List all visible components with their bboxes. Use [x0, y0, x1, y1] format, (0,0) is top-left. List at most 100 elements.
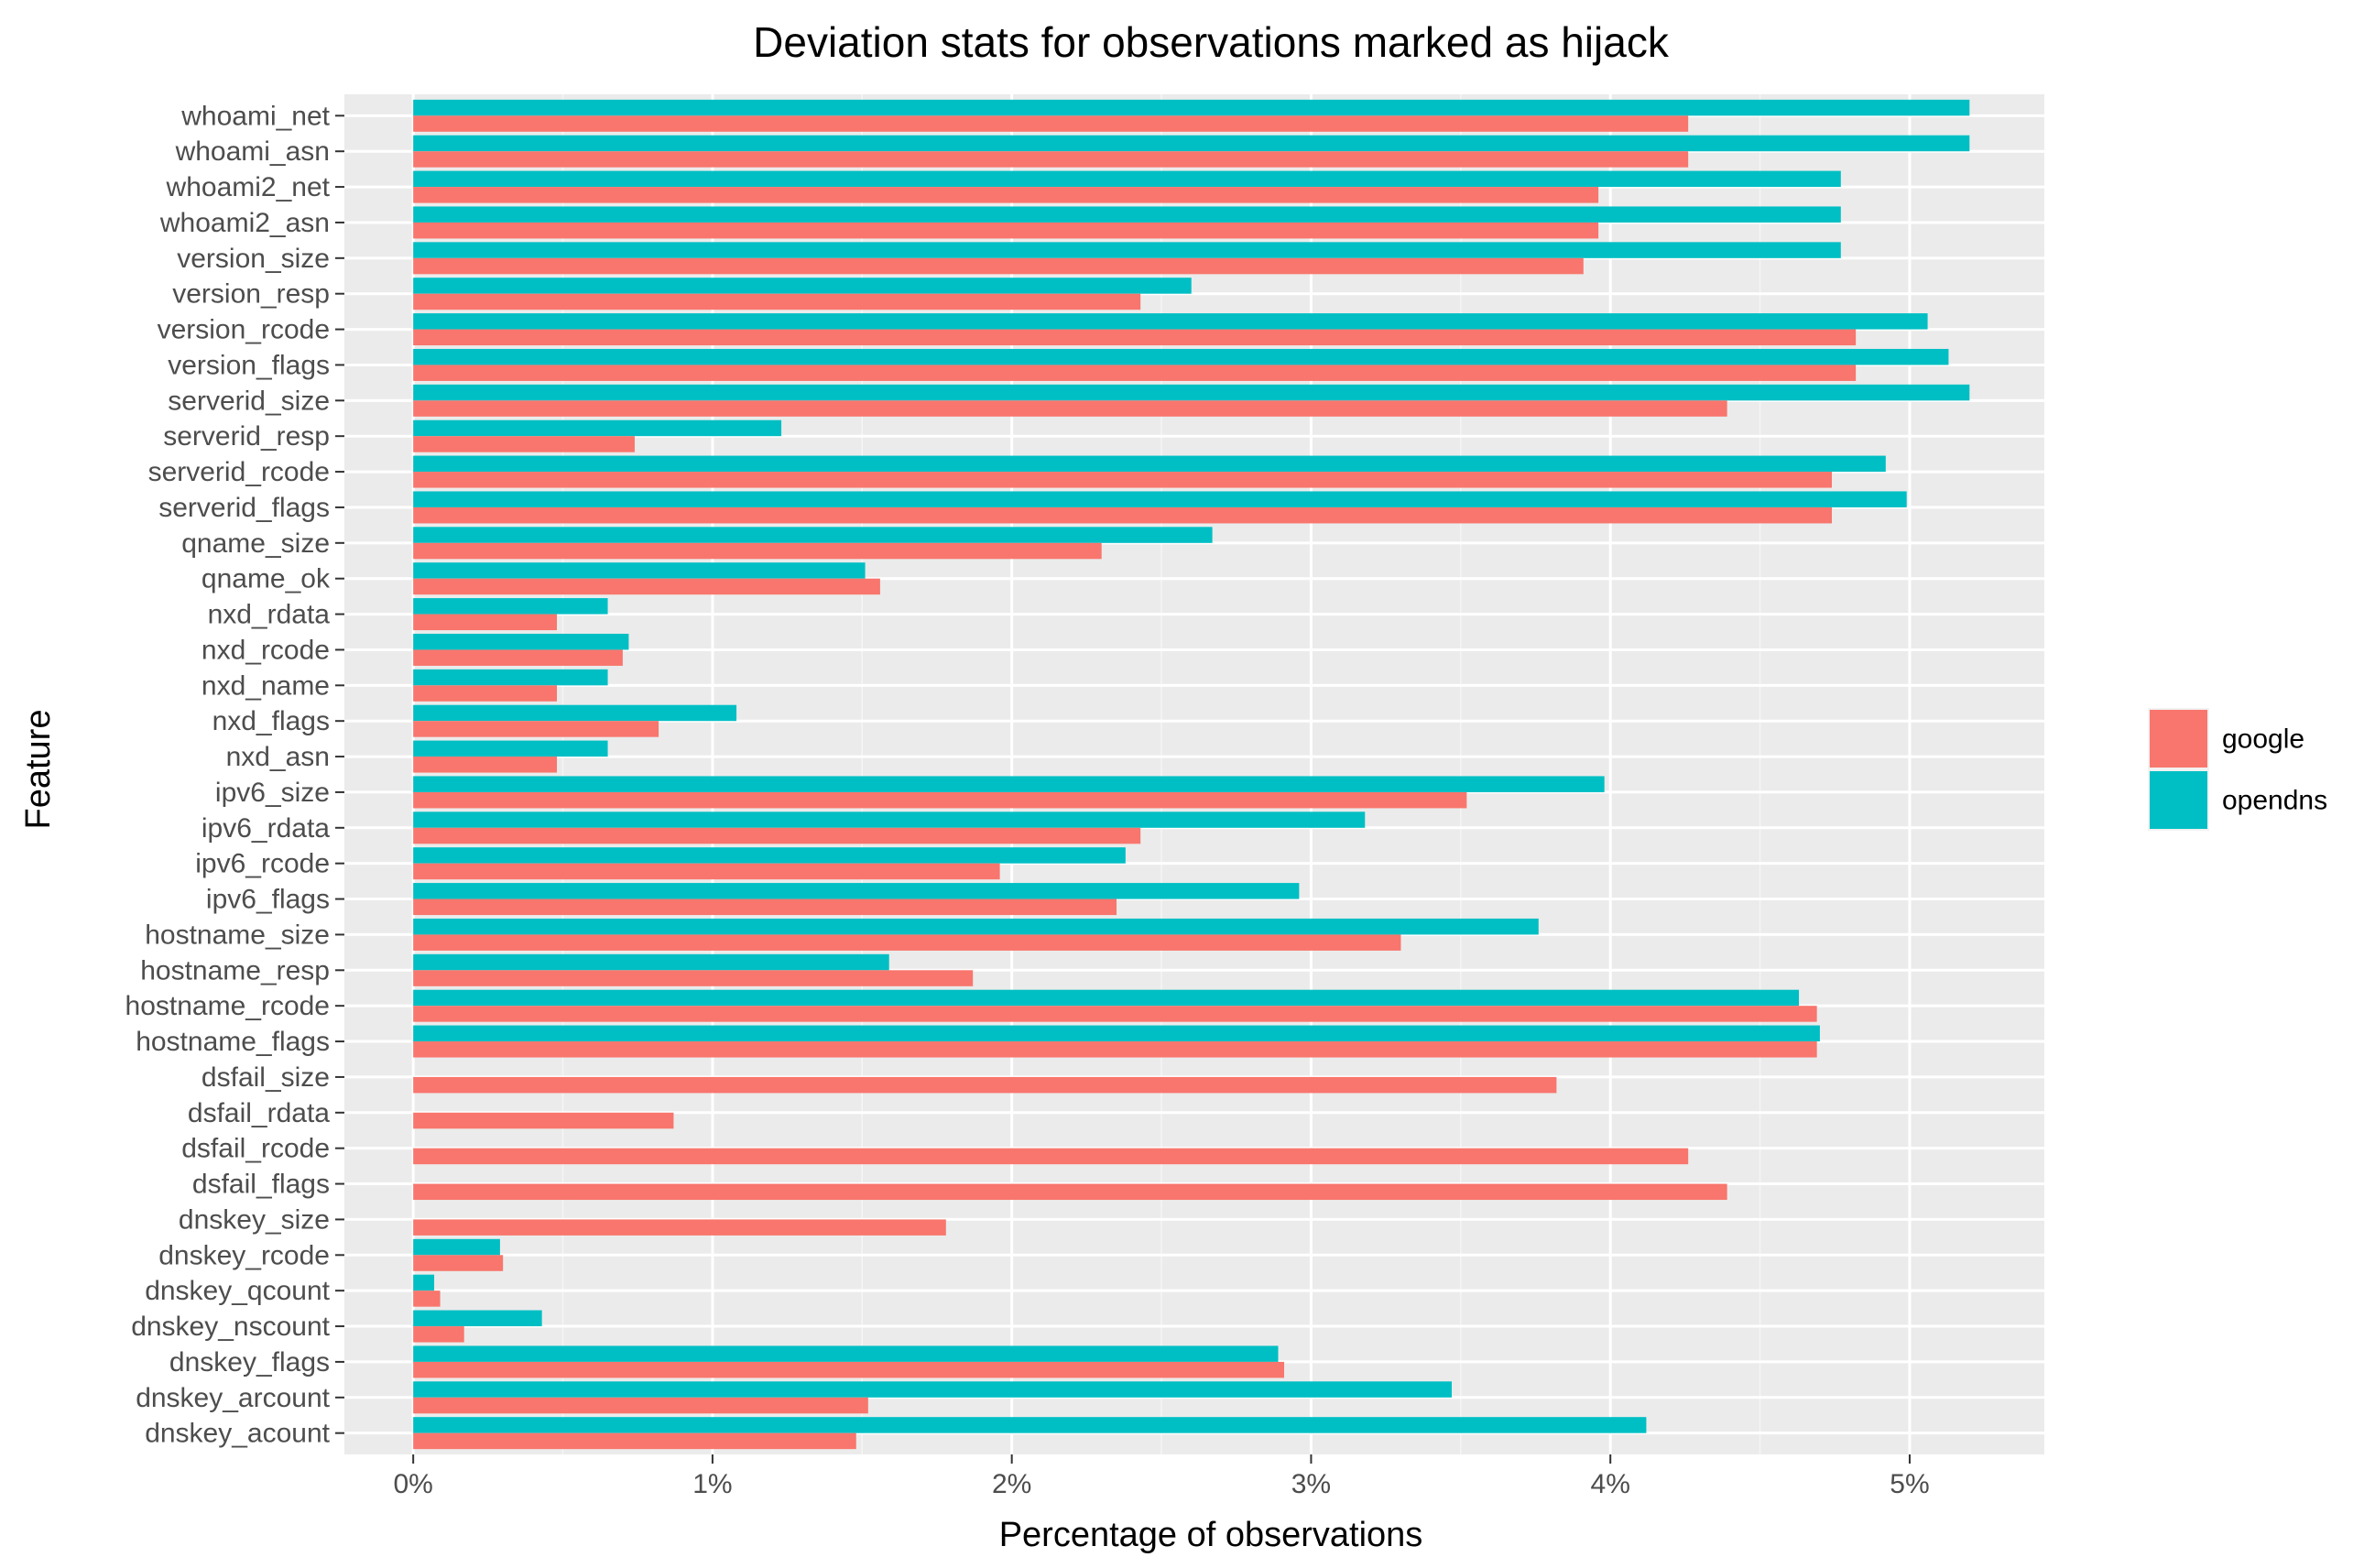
y-tick-label: version_resp: [172, 279, 330, 310]
bar-google: [413, 827, 1141, 844]
bar-opendns: [413, 669, 608, 686]
bar-google: [413, 934, 1401, 951]
bar-google: [413, 329, 1857, 346]
bar-opendns: [413, 206, 1841, 223]
y-tick-label: version_size: [177, 244, 330, 274]
bar-opendns: [413, 242, 1841, 258]
bar-google: [413, 791, 1467, 809]
y-tick-label: qname_size: [181, 528, 330, 559]
y-tick-label: version_flags: [168, 350, 330, 380]
bar-opendns: [413, 170, 1841, 188]
y-tick-label: nxd_name: [202, 670, 330, 701]
y-tick-label: whoami2_asn: [159, 208, 330, 238]
bar-google: [413, 400, 1727, 417]
bar-opendns: [413, 811, 1366, 828]
bar-google: [413, 1112, 674, 1129]
bar-opendns: [413, 99, 1970, 116]
y-tick-label: hostname_rcode: [125, 991, 330, 1021]
bar-opendns: [413, 883, 1300, 899]
y-tick-label: ipv6_flags: [206, 885, 330, 915]
y-tick-label: dnskey_size: [179, 1204, 330, 1235]
bar-opendns: [413, 455, 1886, 473]
bar-google: [413, 970, 974, 986]
bar-google: [413, 115, 1689, 132]
bar-opendns: [413, 1310, 542, 1327]
y-tick-label: whoami2_net: [166, 172, 331, 202]
y-tick-label: dsfail_rcode: [181, 1134, 330, 1164]
y-tick-label: hostname_size: [145, 920, 330, 950]
bar-opendns: [413, 704, 737, 722]
bar-google: [413, 222, 1599, 239]
bar-google: [413, 506, 1833, 524]
bar-google: [413, 472, 1833, 488]
bar-opendns: [413, 491, 1907, 507]
y-axis-title: Feature: [19, 710, 58, 830]
bar-google: [413, 293, 1141, 310]
x-tick-label: 0%: [393, 1469, 432, 1499]
bar-google: [413, 1290, 441, 1307]
y-tick-label: whoami_asn: [175, 136, 330, 167]
bar-opendns: [413, 278, 1192, 294]
bar-google: [413, 1006, 1817, 1022]
bar-google: [413, 257, 1584, 275]
bar-google: [413, 649, 623, 666]
bar-opendns: [413, 918, 1539, 935]
bars: [413, 99, 1970, 1450]
bar-google: [413, 578, 880, 595]
bar-google: [413, 1432, 856, 1450]
y-tick-label: serverid_flags: [158, 493, 330, 523]
bar-opendns: [413, 633, 629, 650]
y-tick-label: dnskey_rcode: [158, 1240, 330, 1270]
y-tick-label: qname_ok: [202, 564, 331, 594]
legend: google opendns: [2148, 708, 2327, 831]
bar-opendns: [413, 953, 889, 971]
legend-key-google: [2150, 710, 2207, 768]
legend-key-opendns: [2150, 771, 2207, 829]
y-tick-label: nxd_flags: [212, 706, 330, 736]
bar-opendns: [413, 135, 1970, 152]
bar-google: [413, 365, 1857, 381]
bar-opendns: [413, 776, 1605, 792]
bar-opendns: [413, 740, 608, 757]
legend-label-opendns: opendns: [2222, 786, 2327, 816]
y-tick-label: dsfail_rdata: [188, 1098, 330, 1128]
x-axis: 0% 1% 2% 3% 4% 5%: [393, 1454, 1930, 1499]
y-tick-label: dnskey_qcount: [145, 1276, 330, 1306]
bar-google: [413, 1361, 1285, 1378]
bar-google: [413, 1041, 1817, 1058]
x-axis-title: Percentage of observations: [999, 1516, 1423, 1554]
y-tick-label: dnskey_acount: [145, 1419, 330, 1449]
bar-google: [413, 1397, 868, 1414]
y-tick-label: ipv6_rdata: [202, 813, 330, 844]
y-tick-label: nxd_rdata: [208, 600, 331, 630]
bar-google: [413, 187, 1599, 203]
bar-google: [413, 1076, 1557, 1094]
y-tick-label: hostname_resp: [140, 955, 330, 985]
y-tick-label: whoami_net: [180, 101, 330, 131]
bar-google: [413, 721, 659, 737]
chart-title: Deviation stats for observations marked …: [753, 18, 1670, 66]
bar-opendns: [413, 1025, 1820, 1042]
y-tick-label: nxd_rcode: [202, 635, 330, 665]
legend-label-google: google: [2222, 724, 2304, 755]
bar-opendns: [413, 562, 866, 579]
y-tick-label: dnskey_flags: [169, 1347, 330, 1377]
x-tick-label: 2%: [992, 1469, 1031, 1499]
bar-google: [413, 757, 557, 773]
bar-opendns: [413, 1238, 500, 1256]
bar-google: [413, 614, 557, 631]
bar-google: [413, 436, 635, 452]
y-tick-label: nxd_asn: [226, 742, 330, 772]
y-tick-label: dnskey_arcount: [136, 1383, 330, 1413]
y-tick-label: version_rcode: [158, 315, 330, 345]
bar-opendns: [413, 384, 1970, 401]
bar-opendns: [413, 989, 1800, 1007]
y-tick-label: serverid_resp: [163, 421, 330, 452]
bar-opendns: [413, 527, 1213, 543]
y-tick-label: serverid_rcode: [148, 457, 330, 487]
bar-google: [413, 863, 1000, 880]
x-tick-label: 1%: [692, 1469, 732, 1499]
bar-opendns: [413, 847, 1126, 864]
